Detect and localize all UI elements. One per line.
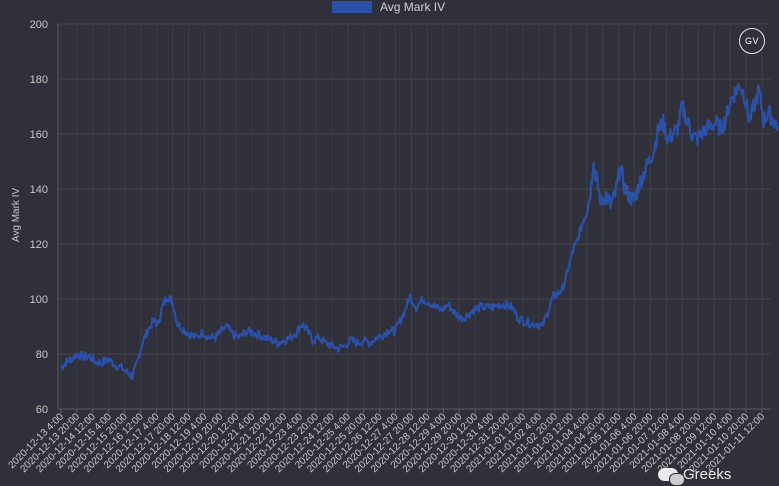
y-tick-label: 160 — [30, 129, 48, 141]
legend-label[interactable]: Avg Mark IV — [380, 0, 445, 14]
series-line-avg-mark-iv[interactable] — [60, 83, 779, 380]
legend[interactable]: Avg Mark IV — [332, 0, 445, 14]
watermark: Greeks — [658, 466, 732, 486]
y-tick-label: 140 — [30, 184, 48, 196]
y-tick-label: 180 — [30, 74, 48, 86]
watermark-text: Greeks — [683, 466, 732, 483]
y-tick-label: 120 — [30, 239, 48, 251]
y-tick-labels: 60 80 100 120 140 160 180 200 — [30, 19, 48, 416]
axes — [57, 24, 771, 413]
legend-swatch[interactable] — [332, 1, 372, 13]
gv-logo-text: GV — [744, 36, 759, 46]
y-axis-title: Avg Mark IV — [11, 188, 22, 243]
y-tick-label: 60 — [36, 404, 48, 416]
y-tick-label: 100 — [30, 294, 48, 306]
series-group — [60, 83, 779, 380]
wechat-icon — [658, 468, 685, 486]
y-tick-label: 200 — [30, 19, 48, 31]
y-tick-label: 80 — [36, 349, 48, 361]
gv-logo-icon[interactable]: GV — [739, 28, 765, 54]
grid-lines — [58, 23, 771, 410]
